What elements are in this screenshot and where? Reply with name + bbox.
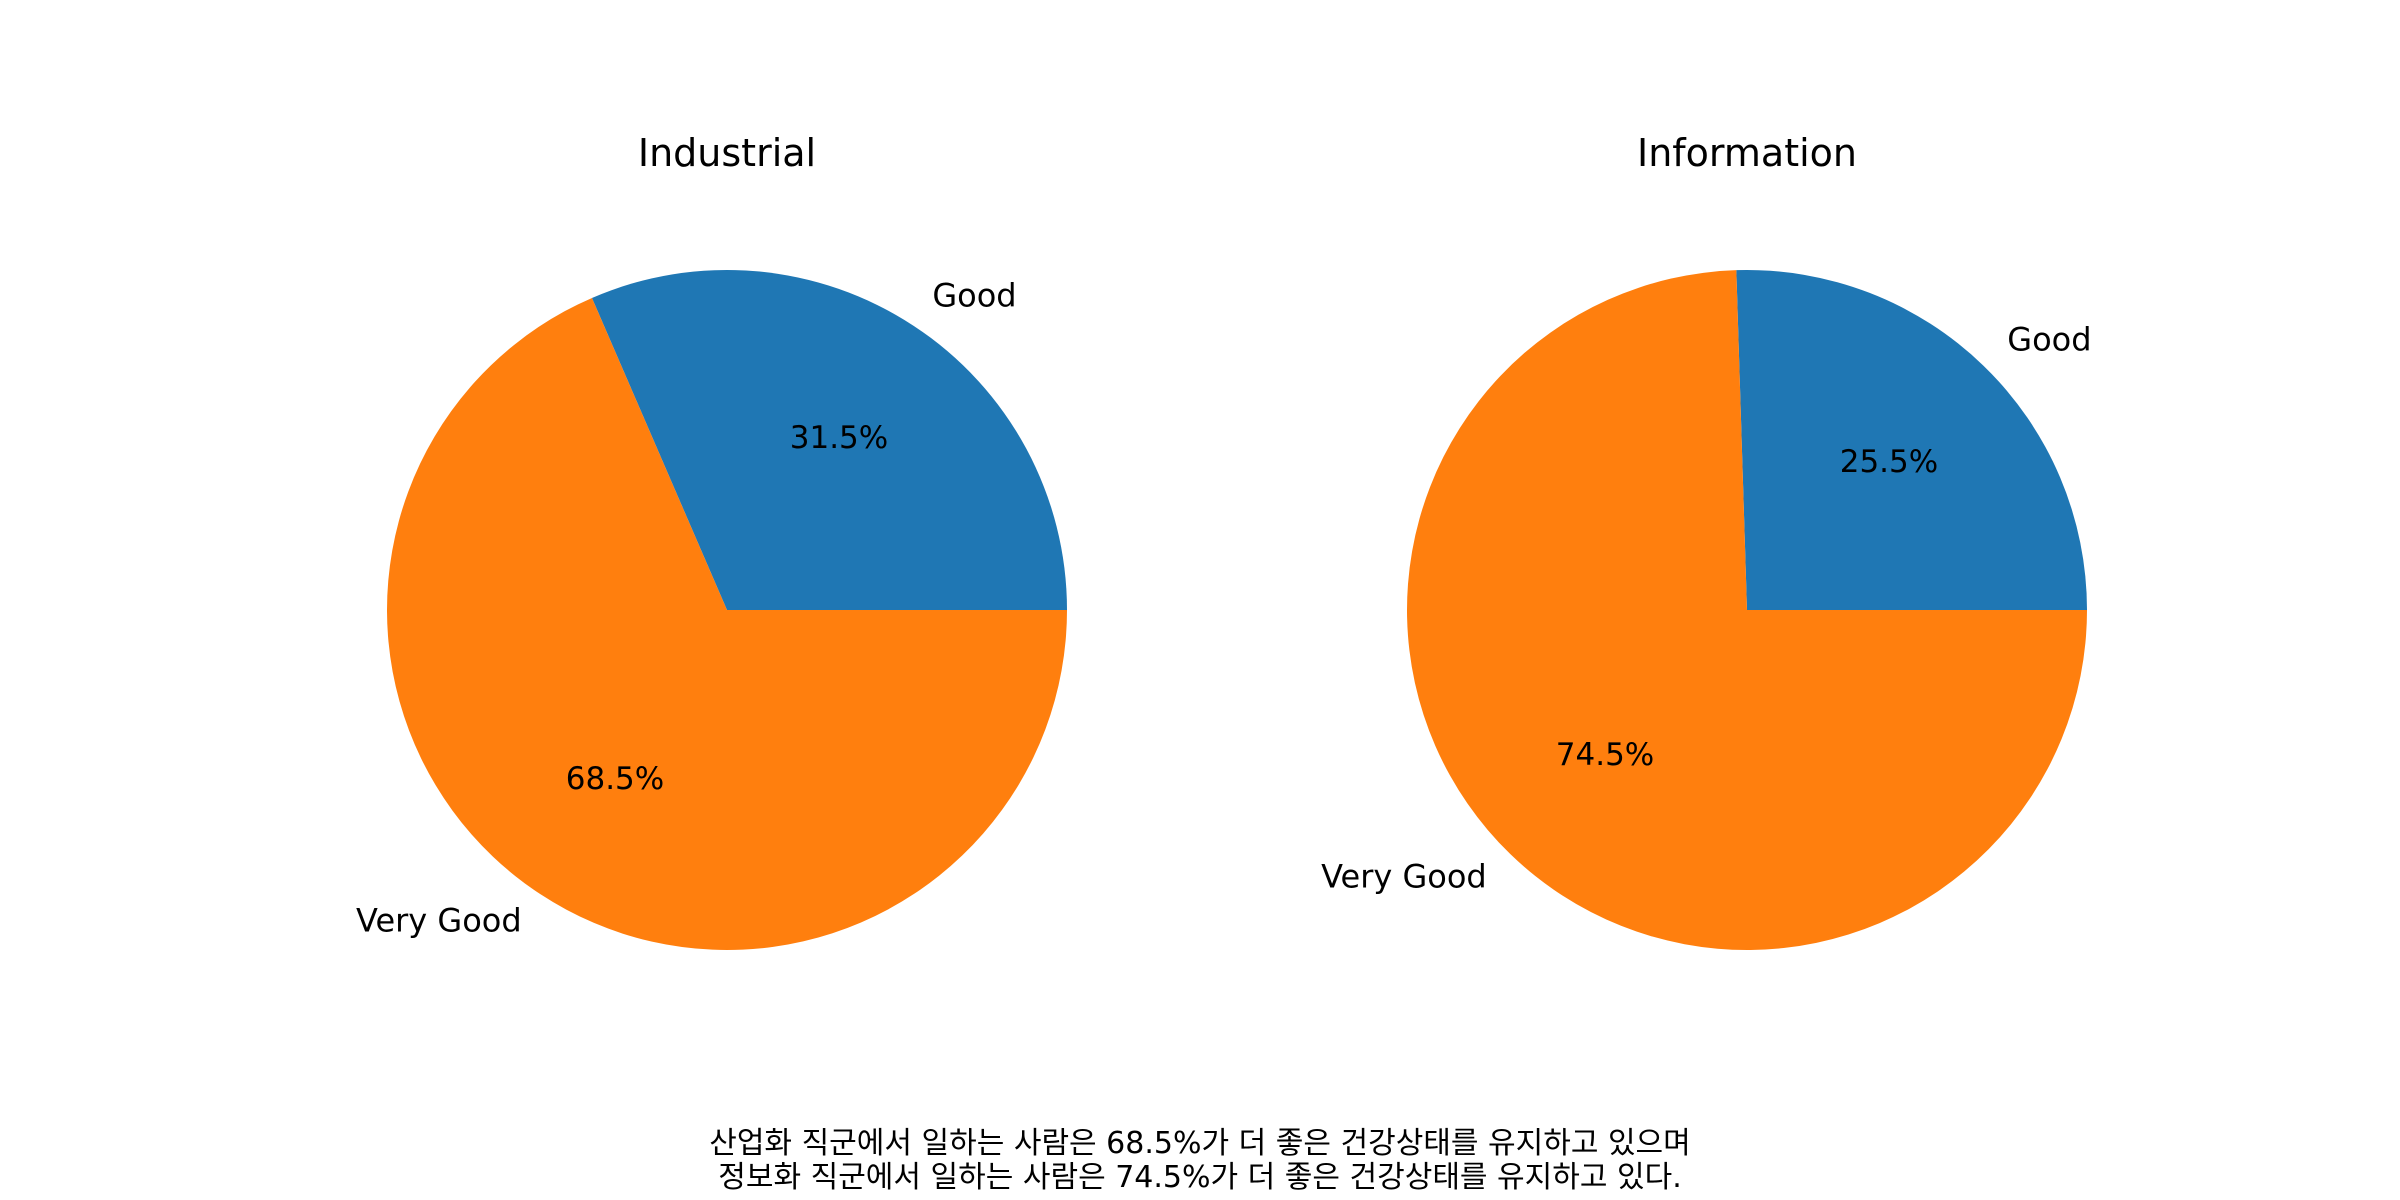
industrial-pie: Industrial Good 31.5% Very Good 68.5% <box>356 131 1068 951</box>
information-category-label: Good <box>2007 320 2091 358</box>
information-category-label: Very Good <box>1321 858 1487 896</box>
information-percent-label: 25.5% <box>1840 444 1938 480</box>
information-pie: Information Good 25.5% Very Good 74.5% <box>1321 131 2092 950</box>
industrial-percent-label: 31.5% <box>790 420 888 456</box>
information-slice-very-good <box>1407 270 2087 950</box>
industrial-percent-label: 68.5% <box>566 761 664 797</box>
information-pie-title: Information <box>1637 131 1857 175</box>
industrial-pie-title: Industrial <box>638 131 816 175</box>
industrial-slice-very-good <box>387 297 1068 951</box>
caption-line-2: 정보화 직군에서 일하는 사람은 74.5%가 더 좋은 건강상태를 유지하고 … <box>718 1160 1682 1195</box>
industrial-category-label: Very Good <box>356 902 522 940</box>
industrial-slice-good <box>591 270 1067 610</box>
industrial-category-label: Good <box>932 276 1016 314</box>
caption-line-1: 산업화 직군에서 일하는 사람은 68.5%가 더 좋은 건강상태를 유지하고 … <box>709 1126 1691 1161</box>
information-slice-good <box>1736 269 2087 610</box>
information-percent-label: 74.5% <box>1556 737 1654 773</box>
